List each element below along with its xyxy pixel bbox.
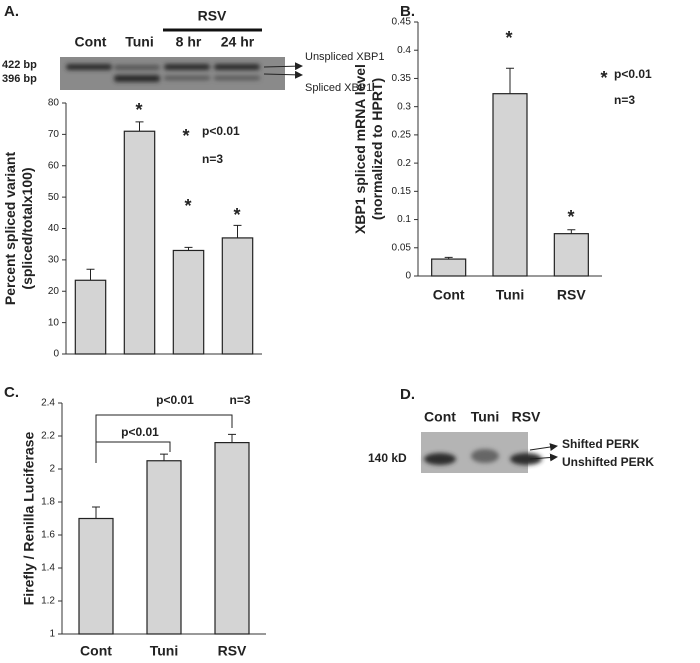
panel-label: A. [4,3,19,20]
y-tick-label: 1.2 [41,596,55,607]
y-tick-label: 50 [48,192,60,203]
x-tick-label: Cont [75,34,107,50]
gel-arrow-label: Unspliced XBP1 [305,51,385,63]
y-tick-label: 0.35 [392,73,412,84]
bar [78,517,114,635]
y-tick-label: 1.8 [41,497,55,508]
annotation: * [600,68,607,88]
annotation: n=3 [202,152,223,166]
y-tick-label: 80 [48,98,60,109]
bar [553,233,589,277]
error-bar [444,256,453,260]
gel-size-label: 140 kD [368,451,407,465]
annotation: p<0.01 [202,124,240,138]
bar [74,279,107,355]
x-tick-label: RSV [557,287,586,303]
y-tick-label: 2.2 [41,431,55,442]
error-bar [506,67,514,94]
y-tick-label: 40 [48,223,60,234]
y-tick-label: 1.4 [41,563,55,574]
annotation: * [135,100,142,120]
y-axis-label: Percent spliced variant [2,152,18,306]
bar [123,130,156,355]
x-tick-label: Tuni [496,287,525,303]
error-bar [135,121,144,132]
bar [221,237,254,355]
gel-lane-label: Cont [424,409,456,425]
y-tick-label: 0.25 [392,130,412,141]
annotation: p<0.01 [156,393,194,407]
error-bar [86,268,95,281]
significance-bracket [95,441,171,463]
gel-size-label: 422 bp [2,59,37,71]
bar [431,258,467,277]
y-tick-label: 0 [53,349,59,360]
annotation: * [184,196,191,216]
annotation: p<0.01 [121,425,159,439]
y-tick-label: 0.3 [397,101,411,112]
y-tick-label: 0.4 [397,45,411,56]
annotation: * [505,28,512,48]
y-tick-label: 0.2 [397,158,411,169]
y-tick-label: 10 [48,317,60,328]
group-label: RSV [198,8,227,24]
annotation: * [567,207,574,227]
gel-lane-label: Tuni [471,409,500,425]
gel-arrow-label: Spliced XBP1 [305,82,372,94]
x-tick-label: Tuni [125,34,154,50]
bar [146,460,182,635]
y-tick-label: 1.6 [41,530,55,541]
annotation: n=3 [229,393,250,407]
y-tick-label: 2.4 [41,398,55,409]
gel-arrow-label: Unshifted PERK [562,455,654,469]
x-tick-label: 8 hr [176,34,202,50]
gel-size-label: 396 bp [2,73,37,85]
y-tick-label: 1 [49,629,55,640]
error-bar [228,433,236,443]
annotation: * [233,205,240,225]
x-tick-label: Cont [433,287,465,303]
x-tick-label: Tuni [150,643,179,659]
y-axis-label: (normalized to HPRT) [369,78,385,220]
error-bar [184,246,193,251]
error-bar [567,229,576,234]
x-tick-label: 24 hr [221,34,255,50]
panel-label: D. [400,386,415,403]
y-axis-label: XBP1 spliced mRNA level [352,64,368,234]
error-bar [233,224,242,238]
y-tick-label: 0.05 [392,242,412,253]
y-tick-label: 70 [48,129,60,140]
y-axis-label: Firefly / Renilla Luciferase [21,432,37,606]
gel-arrow-label: Shifted PERK [562,437,640,451]
bar [214,442,250,635]
y-tick-label: 20 [48,286,60,297]
gel-d [421,432,558,473]
y-tick-label: 2 [49,464,55,475]
y-tick-label: 0.1 [397,214,411,225]
panel-label: B. [400,3,415,20]
y-axis-label: (spliced/totalx100) [19,167,35,289]
y-tick-label: 0 [405,271,411,282]
gel-lane-label: RSV [512,409,541,425]
bar [492,93,528,277]
error-bar [92,506,100,519]
panel-label: C. [4,384,19,401]
significance-bracket [95,414,233,455]
x-tick-label: Cont [80,643,112,659]
y-tick-label: 0.15 [392,186,412,197]
y-tick-label: 60 [48,160,60,171]
x-tick-label: RSV [218,643,247,659]
annotation: p<0.01 [614,67,652,81]
annotation: * [182,126,189,146]
annotation: n=3 [614,93,635,107]
bar [172,249,205,355]
error-bar [160,453,168,461]
gel-a [60,28,303,90]
y-tick-label: 0.45 [392,17,412,28]
y-tick-label: 30 [48,255,60,266]
